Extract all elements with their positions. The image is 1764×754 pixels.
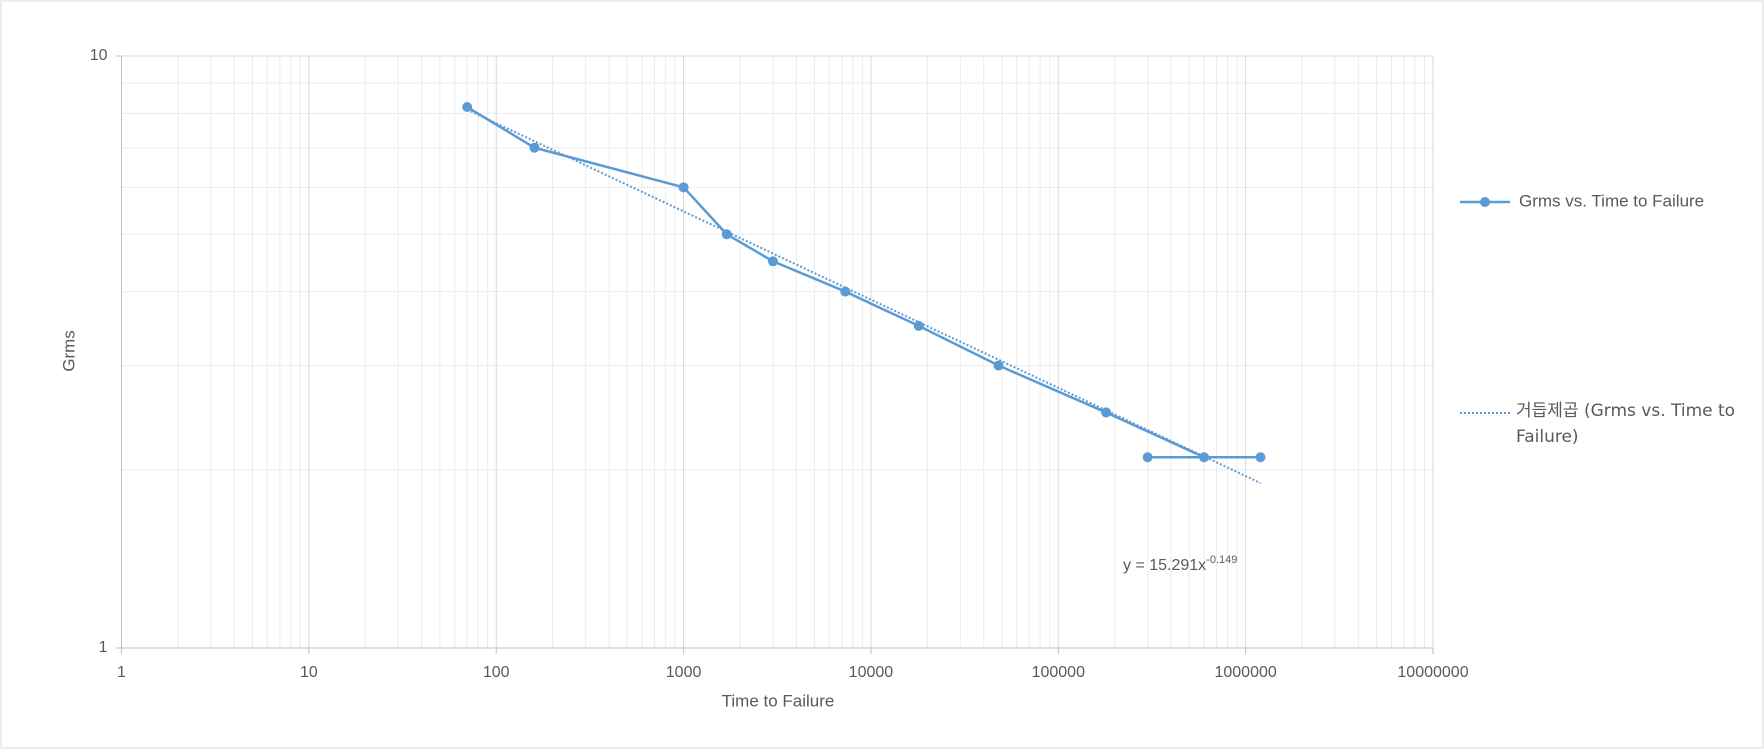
legend-label: Grms vs. Time to Failure — [1519, 191, 1704, 210]
equation-text: y = 15.291x — [1123, 557, 1206, 574]
legend: Grms vs. Time to Failure 거듭제곱 (Grms vs. … — [1460, 191, 1736, 447]
x-tick-label: 100 — [483, 664, 510, 681]
x-tick-label: 10000000 — [1397, 664, 1468, 681]
data-point — [1142, 452, 1153, 463]
y-tick-label: 1 — [99, 639, 108, 656]
x-tick-label: 1000000 — [1214, 664, 1276, 681]
y-axis-label: Grms — [59, 330, 78, 372]
x-tick-label: 100000 — [1032, 664, 1085, 681]
x-axis-label: Time to Failure — [722, 691, 835, 710]
y-tick-label: 10 — [90, 47, 108, 64]
data-point — [1199, 452, 1210, 463]
series-line — [466, 105, 1261, 459]
data-point — [678, 182, 689, 193]
data-point — [913, 320, 924, 331]
x-tick-label: 1000 — [666, 664, 702, 681]
x-tick-label: 1 — [117, 664, 126, 681]
legend-item: 거듭제곱 (Grms vs. Time to Failure) — [1516, 401, 1736, 447]
data-point — [1255, 452, 1266, 463]
data-point — [462, 102, 473, 113]
data-point — [721, 229, 732, 240]
x-tick-label: 10 — [300, 664, 318, 681]
x-tick-label: 10000 — [849, 664, 894, 681]
data-point — [1101, 407, 1112, 418]
legend-marker — [1480, 197, 1490, 207]
trendline-equation: y = 15.291x-0.149 — [1123, 554, 1237, 574]
data-point — [767, 256, 778, 267]
legend-label: 거듭제곱 (Grms vs. Time to Failure) — [1516, 401, 1736, 447]
grid — [121, 55, 1434, 649]
data-point — [993, 360, 1004, 371]
data-point — [529, 142, 540, 153]
equation-exponent: -0.149 — [1206, 554, 1237, 566]
data-point — [840, 286, 851, 297]
